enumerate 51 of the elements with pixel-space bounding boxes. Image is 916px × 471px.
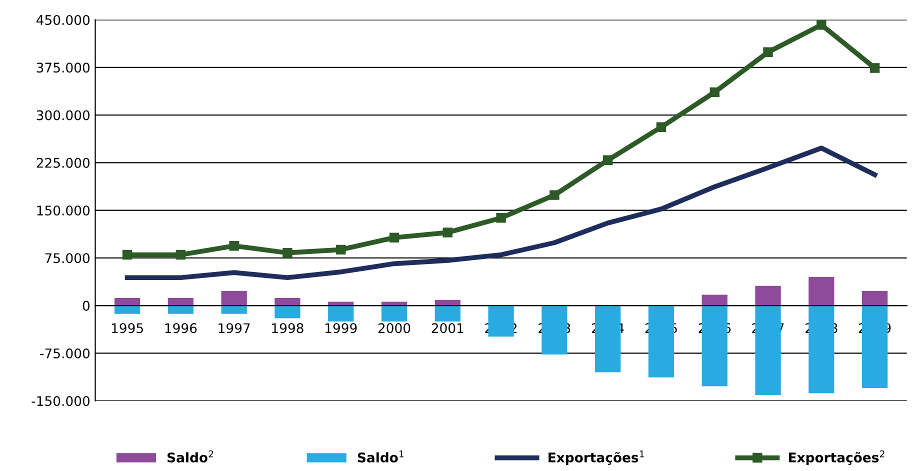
line-series <box>124 146 878 280</box>
legend-label: Saldo$^{1}$ <box>358 450 404 462</box>
point <box>550 190 560 200</box>
legend-label: Exportações$^{2}$ <box>788 450 884 466</box>
point <box>656 122 666 132</box>
x-tick-label: 1998 <box>272 323 304 334</box>
y-tick-label: 150.000 <box>37 206 90 216</box>
x-tick-label: 2001 <box>432 323 464 334</box>
point <box>336 244 346 255</box>
bar <box>221 290 247 306</box>
point <box>176 250 186 260</box>
bar <box>381 306 408 322</box>
x-tick-label: 1995 <box>112 323 143 334</box>
bar <box>168 298 194 306</box>
x-tick-label: 2000 <box>378 323 410 334</box>
point <box>710 87 720 98</box>
point <box>496 213 506 223</box>
y-tick-label: 375.000 <box>36 62 90 73</box>
point <box>602 155 613 165</box>
bar <box>755 286 781 306</box>
bar <box>328 306 354 322</box>
bar <box>702 294 728 306</box>
bar <box>221 306 247 314</box>
point <box>229 241 239 251</box>
bar <box>114 306 140 314</box>
y-tick-label: 0 <box>82 300 90 311</box>
x-tick-label: 1997 <box>218 323 250 334</box>
point <box>816 20 826 30</box>
point <box>870 63 880 73</box>
y-tick-label: -150.000 <box>32 396 90 406</box>
y-tick-label: 75.000 <box>45 253 90 264</box>
x-tick-label: 1996 <box>165 323 197 334</box>
y-tick-label: -75.000 <box>40 348 90 358</box>
x-tick-label: 1999 <box>326 323 357 334</box>
point <box>389 232 400 242</box>
bar <box>808 276 834 306</box>
y-tick-label: 225.000 <box>36 158 90 168</box>
bar <box>434 306 460 322</box>
bar <box>274 306 300 318</box>
bar <box>274 298 300 306</box>
point <box>442 228 453 238</box>
y-tick-label: 300.000 <box>36 110 90 120</box>
bar <box>114 298 140 306</box>
legend-label: Exportações$^{1}$ <box>548 450 644 466</box>
y-tick-label: 450.000 <box>36 15 90 25</box>
bar <box>168 306 194 314</box>
point <box>122 250 132 260</box>
point <box>282 248 292 258</box>
point <box>763 47 773 58</box>
legend-label: Saldo$^{2}$ <box>168 450 214 462</box>
bar <box>862 290 888 306</box>
